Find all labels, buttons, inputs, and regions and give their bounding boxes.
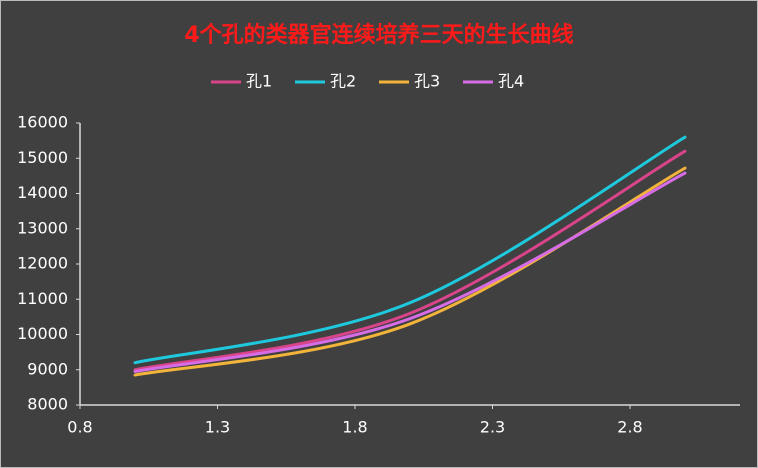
y-tick-label: 15000 <box>17 148 68 167</box>
legend-label: 孔1 <box>246 72 272 91</box>
x-tick-label: 1.3 <box>205 418 230 437</box>
series-line <box>133 166 687 377</box>
y-tick-label: 11000 <box>17 289 68 308</box>
x-tick-label: 2.8 <box>617 418 642 437</box>
series-line <box>133 171 687 374</box>
series-line <box>133 149 687 372</box>
x-tick-label: 2.3 <box>480 418 505 437</box>
chart-title: 4个孔的类器官连续培养三天的生长曲线 <box>184 22 573 48</box>
y-tick-label: 16000 <box>17 113 68 132</box>
x-tick-label: 0.8 <box>67 418 92 437</box>
y-tick-label: 10000 <box>17 324 68 343</box>
y-tick-label: 13000 <box>17 218 68 237</box>
y-tick-label: 14000 <box>17 183 68 202</box>
legend-label: 孔4 <box>498 72 524 91</box>
series-line <box>133 135 687 365</box>
y-tick-label: 9000 <box>27 359 68 378</box>
y-tick-label: 12000 <box>17 254 68 273</box>
legend-label: 孔3 <box>414 72 440 91</box>
x-tick-label: 1.8 <box>342 418 367 437</box>
legend-label: 孔2 <box>330 72 356 91</box>
y-tick-label: 8000 <box>27 395 68 414</box>
